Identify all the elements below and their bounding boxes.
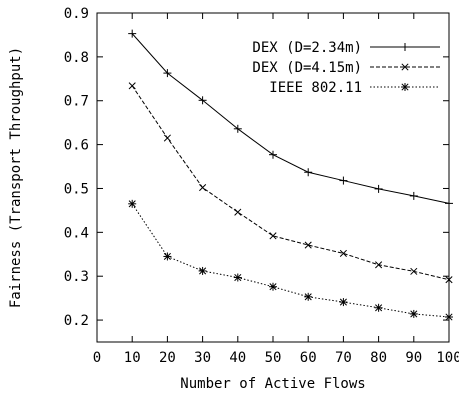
- x-tick-label: 30: [194, 350, 211, 366]
- series-1-point: [269, 150, 277, 159]
- series-3-point: [304, 292, 313, 301]
- y-tick-label: 0.3: [64, 269, 89, 285]
- series-2-point: [199, 184, 207, 192]
- series-1-point: [339, 176, 348, 185]
- y-tick-label: 0.7: [64, 94, 89, 110]
- series-3-point: [269, 282, 277, 291]
- series-1-point: [409, 191, 418, 200]
- series-line-3: [131, 203, 450, 318]
- series-3-point: [339, 298, 348, 307]
- x-axis-ticks: 0 10 20 30 40 50 60 70 80 90 100: [93, 13, 459, 366]
- series-2-point: [339, 249, 347, 257]
- series-1-point: [233, 124, 242, 133]
- x-tick-label: 20: [159, 350, 176, 366]
- legend-marker-1: [401, 43, 409, 51]
- series-3-point: [233, 273, 242, 282]
- y-axis-ticks: 0.2 0.3 0.4 0.5 0.6 0.7 0.8 0.9: [64, 6, 449, 329]
- x-tick-label: 50: [265, 350, 282, 366]
- series-2-point: [269, 232, 277, 240]
- series-2-point: [234, 208, 242, 216]
- x-tick-label: 100: [436, 350, 459, 366]
- legend-label-3: IEEE 802.11: [269, 80, 362, 96]
- series-1-point: [198, 96, 207, 105]
- series-line-1: [131, 33, 450, 204]
- series-3-point: [445, 312, 453, 321]
- x-axis-label: Number of Active Flows: [180, 376, 365, 392]
- series-2-point: [445, 276, 453, 284]
- series-layer: [128, 29, 453, 321]
- series-2-point: [163, 134, 171, 142]
- x-tick-label: 60: [300, 350, 317, 366]
- y-tick-label: 0.6: [64, 138, 89, 154]
- series-3-point: [198, 266, 207, 275]
- series-2-point: [304, 241, 312, 249]
- legend-label-2: DEX (D=4.15m): [252, 60, 362, 76]
- series-1-point: [374, 184, 383, 193]
- series-3-point: [163, 252, 172, 261]
- y-tick-label: 0.5: [64, 181, 89, 197]
- y-axis-label: Fairness (Transport Throughput): [8, 47, 24, 308]
- series-3-point: [128, 199, 137, 208]
- series-3-point: [374, 303, 383, 312]
- x-tick-label: 40: [229, 350, 246, 366]
- series-line-2: [131, 85, 450, 281]
- series-1-point: [445, 199, 453, 208]
- series-2-point: [128, 82, 136, 90]
- x-tick-label: 70: [335, 350, 352, 366]
- legend-marker-3: [401, 83, 409, 91]
- legend: DEX (D=2.34m) DEX (D=4.15m) IEEE 802.11: [252, 40, 440, 96]
- series-1-point: [128, 29, 137, 38]
- legend-label-1: DEX (D=2.34m): [252, 40, 362, 56]
- series-2-point: [410, 267, 418, 275]
- x-tick-label: 90: [405, 350, 422, 366]
- y-tick-label: 0.4: [64, 225, 89, 241]
- series-1-point: [163, 69, 172, 78]
- series-3-point: [409, 309, 418, 318]
- y-tick-label: 0.2: [64, 313, 89, 329]
- y-tick-label: 0.8: [64, 50, 89, 66]
- series-1-point: [304, 168, 313, 177]
- series-2-point: [375, 261, 383, 269]
- legend-marker-2: [401, 63, 409, 71]
- x-tick-label: 0: [93, 350, 101, 366]
- y-tick-label: 0.9: [64, 6, 89, 22]
- x-tick-label: 80: [370, 350, 387, 366]
- x-tick-label: 10: [124, 350, 141, 366]
